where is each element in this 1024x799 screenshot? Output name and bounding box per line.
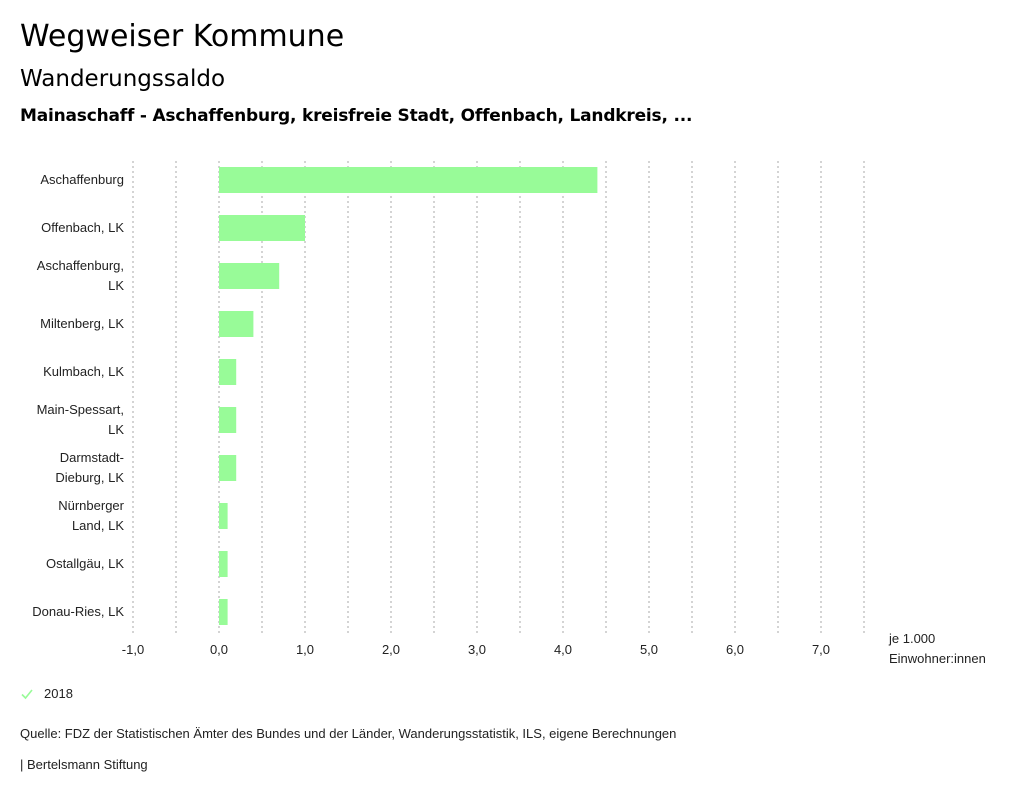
x-tick-label: 5,0 [640,642,658,657]
y-axis-labels: Aschaffenburg Offenbach, LK Aschaffenburg,… [32,172,124,619]
y-tick-label: Darmstadt- [60,450,124,465]
bar[interactable] [219,167,598,193]
y-tick-label: Offenbach, LK [41,220,124,235]
x-tick-label: 1,0 [296,642,314,657]
source-note: Quelle: FDZ der Statistischen Ämter des … [20,726,677,741]
chart-subtitle: Wanderungssaldo [20,66,226,92]
x-tick-label: 2,0 [382,642,400,657]
bar[interactable] [219,503,228,529]
x-tick-label: -1,0 [122,642,144,657]
y-tick-label: Dieburg, LK [55,470,124,485]
y-tick-label: Aschaffenburg, [37,258,124,273]
bar[interactable] [219,359,237,385]
y-tick-label: Kulmbach, LK [43,364,124,379]
bar[interactable] [219,599,228,625]
bars [219,167,598,625]
bar[interactable] [219,455,237,481]
check-icon [21,688,33,699]
bar[interactable] [219,551,228,577]
y-tick-label: Nürnberger [58,498,124,513]
page-title: Wegweiser Kommune [20,19,345,54]
bar[interactable] [219,311,254,337]
credit-note: | Bertelsmann Stiftung [20,757,148,772]
x-tick-label: 0,0 [210,642,228,657]
y-tick-label: LK [108,422,124,437]
bar[interactable] [219,215,305,241]
bar[interactable] [219,407,237,433]
y-tick-label: Donau-Ries, LK [32,604,124,619]
chart-context: Mainaschaff - Aschaffenburg, kreisfreie … [20,106,693,126]
bar-chart: Aschaffenburg Offenbach, LK Aschaffenburg,… [32,161,865,657]
x-tick-label: 3,0 [468,642,486,657]
y-tick-label: Land, LK [72,518,124,533]
bar[interactable] [219,263,280,289]
x-tick-label: 4,0 [554,642,572,657]
x-axis-unit: je 1.000 Einwohner:innen [889,629,986,669]
x-axis-unit-line-2: Einwohner:innen [889,651,986,666]
x-tick-label: 7,0 [812,642,830,657]
y-tick-label: Miltenberg, LK [40,316,124,331]
legend-item-2018[interactable]: 2018 [20,686,73,701]
y-tick-label: Ostallgäu, LK [46,556,124,571]
y-tick-label: LK [108,278,124,293]
x-axis-unit-line-1: je 1.000 [889,631,936,646]
y-tick-label: Main-Spessart, [37,402,124,417]
x-tick-label: 6,0 [726,642,744,657]
legend-label: 2018 [44,686,73,701]
y-tick-label: Aschaffenburg [40,172,124,187]
x-axis-labels: -1,0 0,0 1,0 2,0 3,0 4,0 5,0 6,0 7,0 [122,642,830,657]
